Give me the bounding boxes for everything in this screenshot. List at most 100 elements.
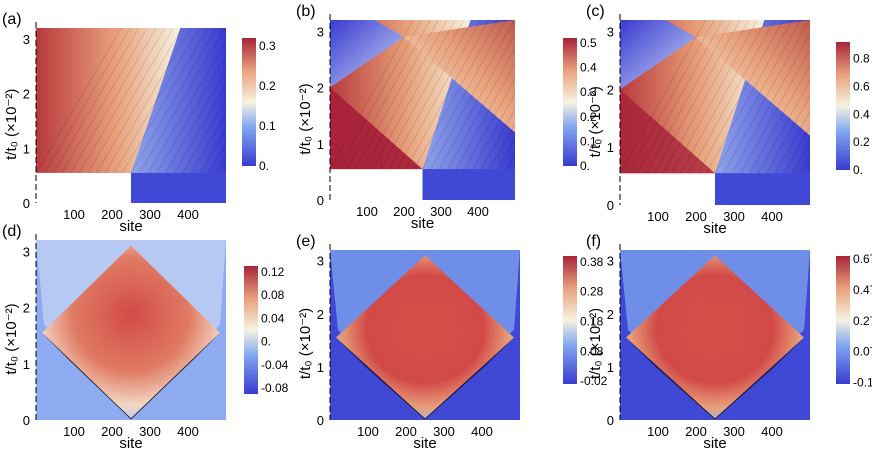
panel-label: (a) — [2, 11, 22, 28]
x-tick-label: 200 — [101, 207, 123, 222]
y-tick-label: 2 — [317, 81, 324, 96]
colorbar-tick-label: 0.2 — [259, 79, 276, 93]
x-tick-label: 400 — [761, 424, 783, 439]
y-tick-label: 1 — [23, 357, 30, 372]
y-axis-label: t/t₀ (×10⁻²) — [587, 308, 604, 379]
x-tick-label: 200 — [685, 209, 707, 224]
y-tick-label: 3 — [317, 254, 324, 269]
y-tick-label: 0 — [607, 198, 614, 213]
y-tick-label: 0 — [607, 413, 614, 428]
panel-e: 100 200 300 400 0 1 2 3 site t/t₀ (×10⁻²) (e) 0.38 0… — [296, 233, 608, 450]
y-tick-label: 0 — [23, 196, 30, 211]
x-axis-label: site — [703, 220, 726, 237]
y-tick-label: 1 — [317, 137, 324, 152]
y-tick-label: 2 — [23, 301, 30, 316]
colorbar-tick-label: 0.47 — [853, 283, 872, 297]
colorbar-tick-label: 0.3 — [580, 85, 597, 99]
colorbar-tick-label: 0.12 — [261, 265, 285, 279]
x-tick-label: 100 — [647, 424, 669, 439]
y-tick-label: 1 — [317, 360, 324, 375]
y-tick-label: 2 — [607, 82, 614, 97]
colorbar-tick-label: 0.5 — [580, 36, 597, 50]
colorbar-tick-label: 0.38 — [580, 255, 604, 269]
panel-b: 100 200 300 400 0 1 2 3 site t/t₀ (×10⁻²) (b) 0.5 0.… — [296, 3, 597, 232]
colorbar-tick-label: 0.2 — [853, 135, 870, 149]
x-tick-label: 400 — [177, 424, 199, 439]
colorbar-tick-label: 0. — [853, 163, 863, 177]
colorbar-tick-label: 0.4 — [580, 61, 597, 75]
x-axis-label: site — [703, 435, 726, 450]
colorbar-tick-label: 0.18 — [580, 314, 604, 328]
x-axis-label: site — [119, 435, 142, 450]
panel-f: 100 200 300 400 0 1 2 3 site t/t₀ (×10⁻²) (f) 0.67 0… — [586, 233, 872, 450]
x-tick-label: 100 — [356, 204, 378, 219]
colorbar-tick-label: 0.07 — [853, 345, 872, 359]
y-tick-label: 1 — [23, 141, 30, 156]
y-tick-label: 1 — [607, 140, 614, 155]
panel-label: (b) — [296, 3, 316, 20]
colorbar-tick-label: -0.13 — [853, 375, 872, 389]
colorbar — [563, 256, 577, 384]
colorbar-tick-label: 0.4 — [853, 107, 870, 121]
heatmap-surface — [330, 20, 515, 200]
colorbar-tick-label: 0.1 — [580, 134, 597, 148]
y-tick-label: 2 — [23, 87, 30, 102]
y-axis-label: t/t₀ (×10⁻²) — [3, 89, 20, 160]
x-tick-label: 400 — [467, 204, 489, 219]
y-tick-label: 0 — [23, 413, 30, 428]
y-axis-label: t/t₀ (×10⁻²) — [587, 86, 604, 157]
x-tick-label: 200 — [393, 204, 415, 219]
x-tick-label: 300 — [433, 424, 455, 439]
panel-label: (e) — [296, 233, 316, 250]
panel-a: 100 200 300 400 0 1 2 3 site t/t₀ (×10⁻²) (a) 0.3 0.… — [2, 11, 276, 235]
heatmap-surface — [620, 250, 810, 420]
heatmap-surface — [620, 20, 810, 205]
y-tick-label: 0 — [317, 193, 324, 208]
colorbar-tick-label: 0.3 — [259, 39, 276, 53]
colorbar — [244, 266, 258, 394]
colorbar-tick-label: -0.02 — [580, 374, 608, 388]
y-tick-label: 3 — [317, 24, 324, 39]
x-tick-label: 100 — [63, 424, 85, 439]
x-tick-label: 400 — [471, 424, 493, 439]
panel-label: (d) — [2, 223, 22, 240]
colorbar — [836, 256, 850, 384]
panel-label: (f) — [586, 233, 601, 250]
y-axis-label: t/t₀ (×10⁻²) — [297, 83, 314, 154]
colorbar — [836, 42, 850, 170]
colorbar-tick-label: 0. — [580, 159, 590, 173]
y-tick-label: 3 — [607, 254, 614, 269]
x-tick-label: 200 — [685, 424, 707, 439]
x-tick-label: 100 — [63, 207, 85, 222]
x-axis-label: site — [413, 435, 436, 450]
panel-c: 100 200 300 400 0 1 2 3 site t/t₀ (×10⁻²) (c) 0.8 0.… — [586, 3, 870, 237]
x-tick-label: 300 — [139, 207, 161, 222]
heatmap-surface — [36, 28, 226, 203]
panel-d: 100 200 300 400 0 1 2 3 site t/t₀ (×10⁻²) (d) 0.12 0… — [2, 223, 289, 450]
y-tick-label: 2 — [317, 307, 324, 322]
x-tick-label: 400 — [761, 209, 783, 224]
colorbar-tick-label: 0.08 — [261, 288, 285, 302]
colorbar-tick-label: 0.28 — [580, 285, 604, 299]
x-tick-label: 300 — [430, 204, 452, 219]
colorbar-tick-label: 0.04 — [261, 311, 285, 325]
panel-label: (c) — [586, 3, 605, 20]
x-tick-label: 400 — [177, 207, 199, 222]
colorbar — [242, 38, 256, 166]
colorbar-tick-label: 0.27 — [853, 314, 872, 328]
y-tick-label: 2 — [607, 307, 614, 322]
colorbar-tick-label: 0.08 — [580, 344, 604, 358]
x-tick-label: 100 — [357, 424, 379, 439]
x-tick-label: 200 — [101, 424, 123, 439]
x-tick-label: 300 — [723, 424, 745, 439]
x-tick-label: 300 — [139, 424, 161, 439]
y-tick-label: 3 — [607, 25, 614, 40]
y-axis-label: t/t₀ (×10⁻²) — [3, 303, 20, 374]
colorbar-tick-label: 0. — [261, 335, 271, 349]
heatmap-surface — [36, 240, 226, 420]
x-tick-label: 200 — [395, 424, 417, 439]
colorbar-tick-label: -0.04 — [261, 358, 289, 372]
colorbar-tick-label: 0.2 — [580, 110, 597, 124]
colorbar — [563, 38, 577, 166]
